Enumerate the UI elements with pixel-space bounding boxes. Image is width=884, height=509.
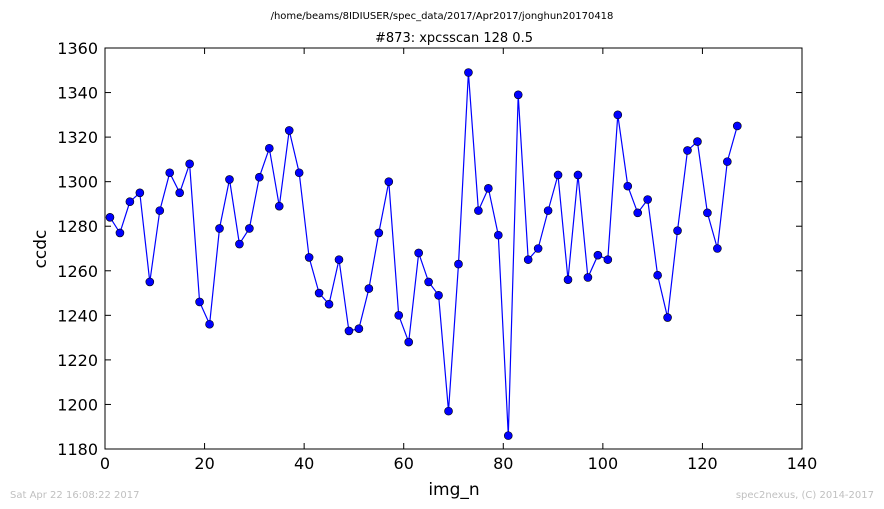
y-tick-label: 1320 bbox=[57, 128, 98, 147]
data-point bbox=[165, 168, 175, 178]
y-tick-label: 1340 bbox=[57, 84, 98, 103]
data-point bbox=[593, 250, 603, 260]
data-point bbox=[583, 273, 593, 282]
data-point bbox=[663, 313, 672, 322]
data-point bbox=[414, 248, 423, 258]
data-point bbox=[314, 288, 324, 298]
y-axis: 1180 1200 1220 1240 1260 1280 1300 1320 1340 1360 bbox=[57, 39, 802, 459]
data-point bbox=[523, 255, 533, 264]
data-point bbox=[603, 255, 613, 264]
data-point bbox=[454, 259, 463, 269]
data-point bbox=[613, 110, 623, 120]
data-point bbox=[255, 172, 264, 182]
data-point bbox=[374, 228, 384, 238]
y-tick-label: 1200 bbox=[57, 395, 98, 414]
data-point bbox=[474, 206, 483, 215]
data-point bbox=[434, 290, 443, 300]
plot-area bbox=[105, 68, 742, 440]
data-point bbox=[304, 253, 314, 262]
data-point bbox=[683, 146, 692, 155]
data-point bbox=[175, 188, 184, 198]
y-tick-label: 1180 bbox=[57, 440, 98, 459]
y-tick-label: 1300 bbox=[57, 173, 98, 192]
data-point bbox=[703, 208, 712, 218]
data-point bbox=[573, 170, 583, 180]
y-axis-label: ccdc bbox=[31, 230, 51, 269]
suptitle: /home/beams/8IDIUSER/spec_data/2017/Apr2… bbox=[271, 11, 614, 22]
footer-credit: spec2nexus, (C) 2014-2017 bbox=[736, 490, 874, 501]
data-point bbox=[135, 188, 145, 198]
data-point bbox=[274, 201, 284, 211]
data-point bbox=[205, 319, 214, 329]
data-point bbox=[533, 244, 543, 253]
data-point bbox=[364, 284, 374, 293]
data-point bbox=[673, 226, 682, 235]
data-point bbox=[155, 206, 165, 215]
data-point bbox=[225, 175, 234, 184]
data-point bbox=[553, 170, 563, 180]
data-point bbox=[543, 206, 553, 215]
data-point bbox=[145, 277, 155, 287]
data-point bbox=[732, 121, 742, 131]
x-axis-label: img_n bbox=[428, 480, 479, 500]
data-point bbox=[394, 311, 404, 320]
data-point bbox=[693, 137, 702, 146]
data-point bbox=[284, 126, 294, 135]
y-tick-label: 1220 bbox=[57, 351, 98, 370]
x-tick-label: 0 bbox=[100, 454, 110, 473]
data-point bbox=[633, 208, 643, 218]
data-point bbox=[185, 159, 194, 169]
data-point bbox=[105, 213, 115, 222]
data-point bbox=[264, 143, 274, 153]
data-point bbox=[125, 197, 135, 207]
x-tick-label: 100 bbox=[588, 454, 619, 473]
data-point bbox=[464, 68, 473, 77]
data-point bbox=[245, 224, 254, 233]
data-point bbox=[344, 326, 354, 336]
x-tick-label: 140 bbox=[787, 454, 818, 473]
series-line bbox=[109, 72, 738, 436]
chart-title: #873: xpcsscan 128 0.5 bbox=[375, 31, 533, 46]
data-point bbox=[324, 299, 334, 309]
data-point bbox=[404, 337, 413, 347]
data-point bbox=[643, 195, 652, 204]
data-point bbox=[713, 244, 722, 253]
data-point bbox=[235, 239, 244, 249]
data-point bbox=[384, 177, 394, 186]
x-tick-label: 40 bbox=[294, 454, 314, 473]
axes-frame bbox=[104, 47, 803, 450]
data-point bbox=[354, 324, 364, 334]
data-point bbox=[494, 230, 503, 240]
x-axis: 0 20 40 60 80 100 120 140 bbox=[100, 48, 817, 473]
data-point bbox=[653, 270, 662, 280]
data-point bbox=[195, 297, 204, 307]
data-point bbox=[215, 224, 224, 233]
x-tick-label: 120 bbox=[687, 454, 718, 473]
data-point bbox=[294, 168, 304, 178]
y-tick-label: 1240 bbox=[57, 306, 98, 325]
data-point bbox=[623, 181, 633, 191]
footer-timestamp: Sat Apr 22 16:08:22 2017 bbox=[10, 490, 140, 501]
y-tick-label: 1360 bbox=[57, 39, 98, 58]
data-point bbox=[723, 157, 732, 166]
y-tick-label: 1280 bbox=[57, 217, 98, 236]
x-tick-label: 80 bbox=[493, 454, 513, 473]
data-point bbox=[563, 275, 573, 284]
y-tick-label: 1260 bbox=[57, 262, 98, 281]
data-point bbox=[444, 406, 453, 416]
data-point bbox=[424, 277, 433, 287]
data-point bbox=[513, 90, 523, 100]
data-point bbox=[115, 228, 125, 238]
data-point bbox=[334, 255, 344, 264]
x-tick-label: 20 bbox=[194, 454, 214, 473]
data-point bbox=[503, 431, 513, 440]
data-point bbox=[484, 184, 493, 193]
x-tick-label: 60 bbox=[394, 454, 414, 473]
